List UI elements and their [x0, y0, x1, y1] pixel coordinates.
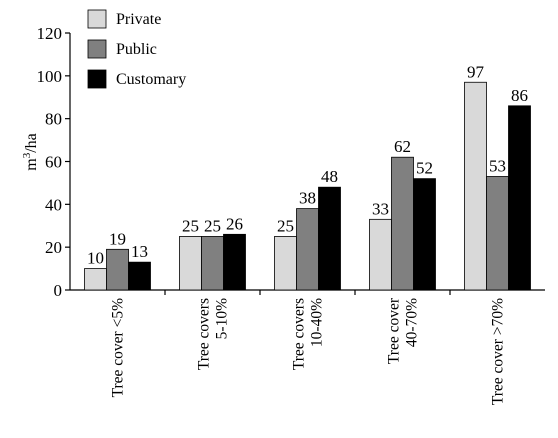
category-label-5: Tree cover >70%: [490, 298, 507, 405]
category-label-line: Tree cover >70%: [490, 298, 507, 405]
bar-public-5: [486, 176, 509, 291]
legend-label-public: Public: [116, 41, 157, 58]
data-label-private-2: 25: [182, 216, 199, 235]
data-label-public-5: 53: [489, 156, 506, 175]
data-label-public-3: 38: [299, 189, 316, 208]
category-label-line: 40-70%: [404, 298, 421, 347]
y-axis-label: m3/ha: [21, 133, 40, 171]
category-label-line: Tree covers: [196, 298, 213, 370]
data-label-customary-2: 26: [226, 214, 243, 233]
legend-swatch-customary: [87, 69, 107, 89]
data-label-private-1: 10: [87, 249, 104, 268]
category-label-1: Tree cover <5%: [110, 298, 127, 398]
bar-customary-4: [413, 178, 436, 291]
legend-label-customary: Customary: [116, 71, 186, 88]
category-label-line: Tree cover: [386, 297, 403, 364]
bar-customary-5: [508, 105, 531, 291]
y-tick-label: 40: [45, 195, 62, 214]
bar-private-2: [179, 236, 202, 291]
data-label-private-5: 97: [467, 62, 485, 81]
bar-private-4: [369, 218, 392, 291]
data-label-customary-3: 48: [321, 167, 338, 186]
legend-label-private: Private: [116, 11, 161, 28]
category-label-line: 10-40%: [309, 298, 326, 347]
data-label-customary-1: 13: [131, 242, 148, 261]
chart-bars: [84, 81, 531, 291]
data-label-public-2: 25: [204, 216, 221, 235]
bar-customary-2: [223, 233, 246, 291]
chart-data-labels: 10 19 13 25 25 26 25 38 48 33 62 52 97 53 86: [87, 62, 528, 267]
category-label-3: Tree covers10-40%: [291, 298, 326, 370]
bar-public-3: [296, 208, 319, 291]
chart-legend: Private Public Customary: [87, 9, 186, 89]
bar-private-5: [464, 81, 487, 291]
category-label-4: Tree cover40-70%: [386, 297, 421, 364]
y-tick-label: 60: [45, 153, 62, 172]
bar-public-2: [201, 236, 224, 291]
category-label-2: Tree covers5-10%: [196, 298, 231, 370]
y-tick-label: 100: [37, 67, 63, 86]
bar-customary-3: [318, 186, 341, 291]
data-label-private-4: 33: [372, 199, 389, 218]
category-label-line: 5-10%: [214, 298, 231, 339]
category-label-line: Tree covers: [291, 298, 308, 370]
y-tick-label: 20: [45, 238, 62, 257]
data-label-customary-5: 86: [511, 86, 528, 105]
y-tick-label: 0: [54, 281, 63, 300]
bar-public-4: [391, 156, 414, 291]
category-label-line: Tree cover <5%: [110, 298, 127, 398]
bar-private-1: [84, 268, 107, 291]
bar-private-3: [274, 236, 297, 291]
legend-swatch-private: [87, 9, 107, 29]
data-label-customary-4: 52: [416, 159, 433, 178]
chart-category-labels: Tree cover <5% Tree covers5-10% Tree cover…: [110, 297, 507, 405]
data-label-private-3: 25: [277, 216, 294, 235]
data-label-public-4: 62: [394, 137, 411, 156]
data-label-public-1: 19: [109, 229, 126, 248]
y-tick-label: 120: [37, 24, 63, 43]
y-tick-label: 80: [45, 110, 62, 129]
bar-customary-1: [128, 261, 151, 291]
legend-swatch-public: [87, 39, 107, 59]
bar-public-1: [106, 248, 129, 291]
